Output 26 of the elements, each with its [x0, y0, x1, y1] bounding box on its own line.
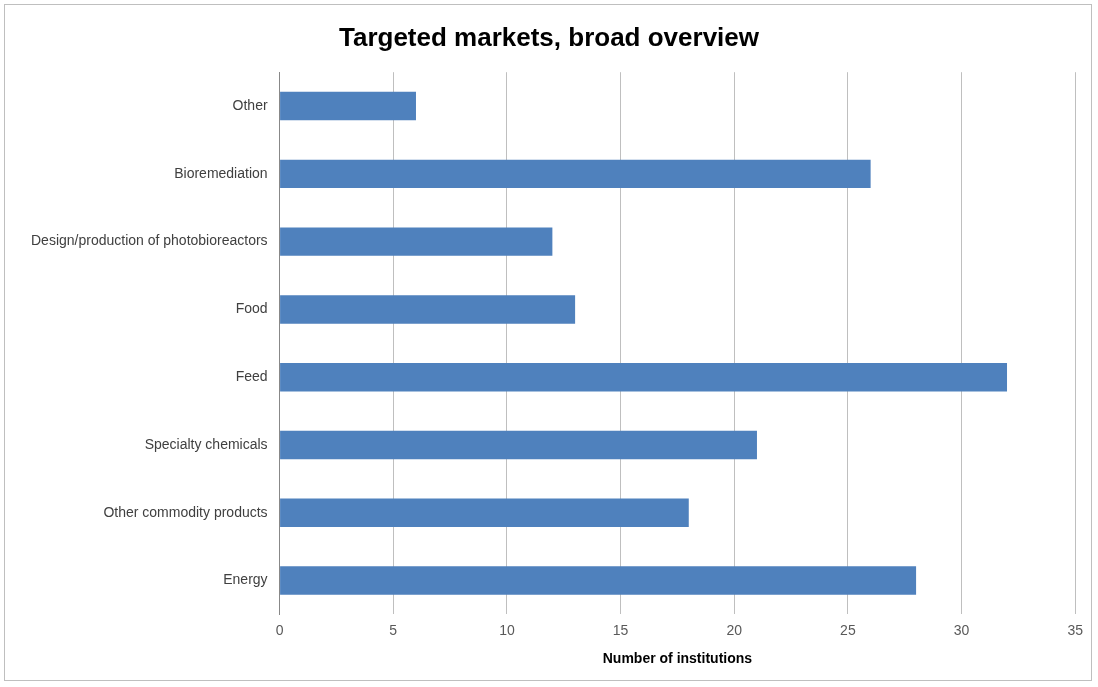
- x-tick-label: 10: [499, 621, 515, 638]
- bar: [280, 91, 416, 121]
- y-tick-label: Other: [232, 96, 268, 113]
- x-tick-label: 35: [1067, 621, 1084, 638]
- bar: [280, 227, 553, 256]
- x-tick-label: 0: [275, 621, 284, 638]
- bar: [280, 566, 917, 595]
- y-tick-label: Food: [235, 300, 268, 317]
- x-tick-label: 5: [389, 621, 398, 638]
- y-tick-label: Design/production of photobioreactors: [31, 232, 268, 249]
- y-tick-label: Other commodity products: [103, 503, 268, 520]
- x-tick-label: 30: [953, 621, 970, 638]
- x-tick-label: 20: [726, 621, 743, 638]
- bar: [280, 498, 689, 527]
- chart-title: Targeted markets, broad overview: [338, 21, 760, 52]
- bar: [280, 159, 871, 189]
- x-tick-label: 15: [612, 621, 629, 638]
- bar: [280, 295, 576, 324]
- x-tick-label: 25: [840, 621, 856, 638]
- bar: [280, 430, 757, 460]
- y-tick-label: Bioremediation: [174, 164, 268, 181]
- y-tick-label: Specialty chemicals: [144, 435, 268, 452]
- y-tick-label: Energy: [223, 571, 268, 588]
- y-tick-label: Feed: [235, 368, 268, 385]
- bar: [280, 362, 1008, 392]
- x-axis-title: Number of institutions: [602, 650, 753, 667]
